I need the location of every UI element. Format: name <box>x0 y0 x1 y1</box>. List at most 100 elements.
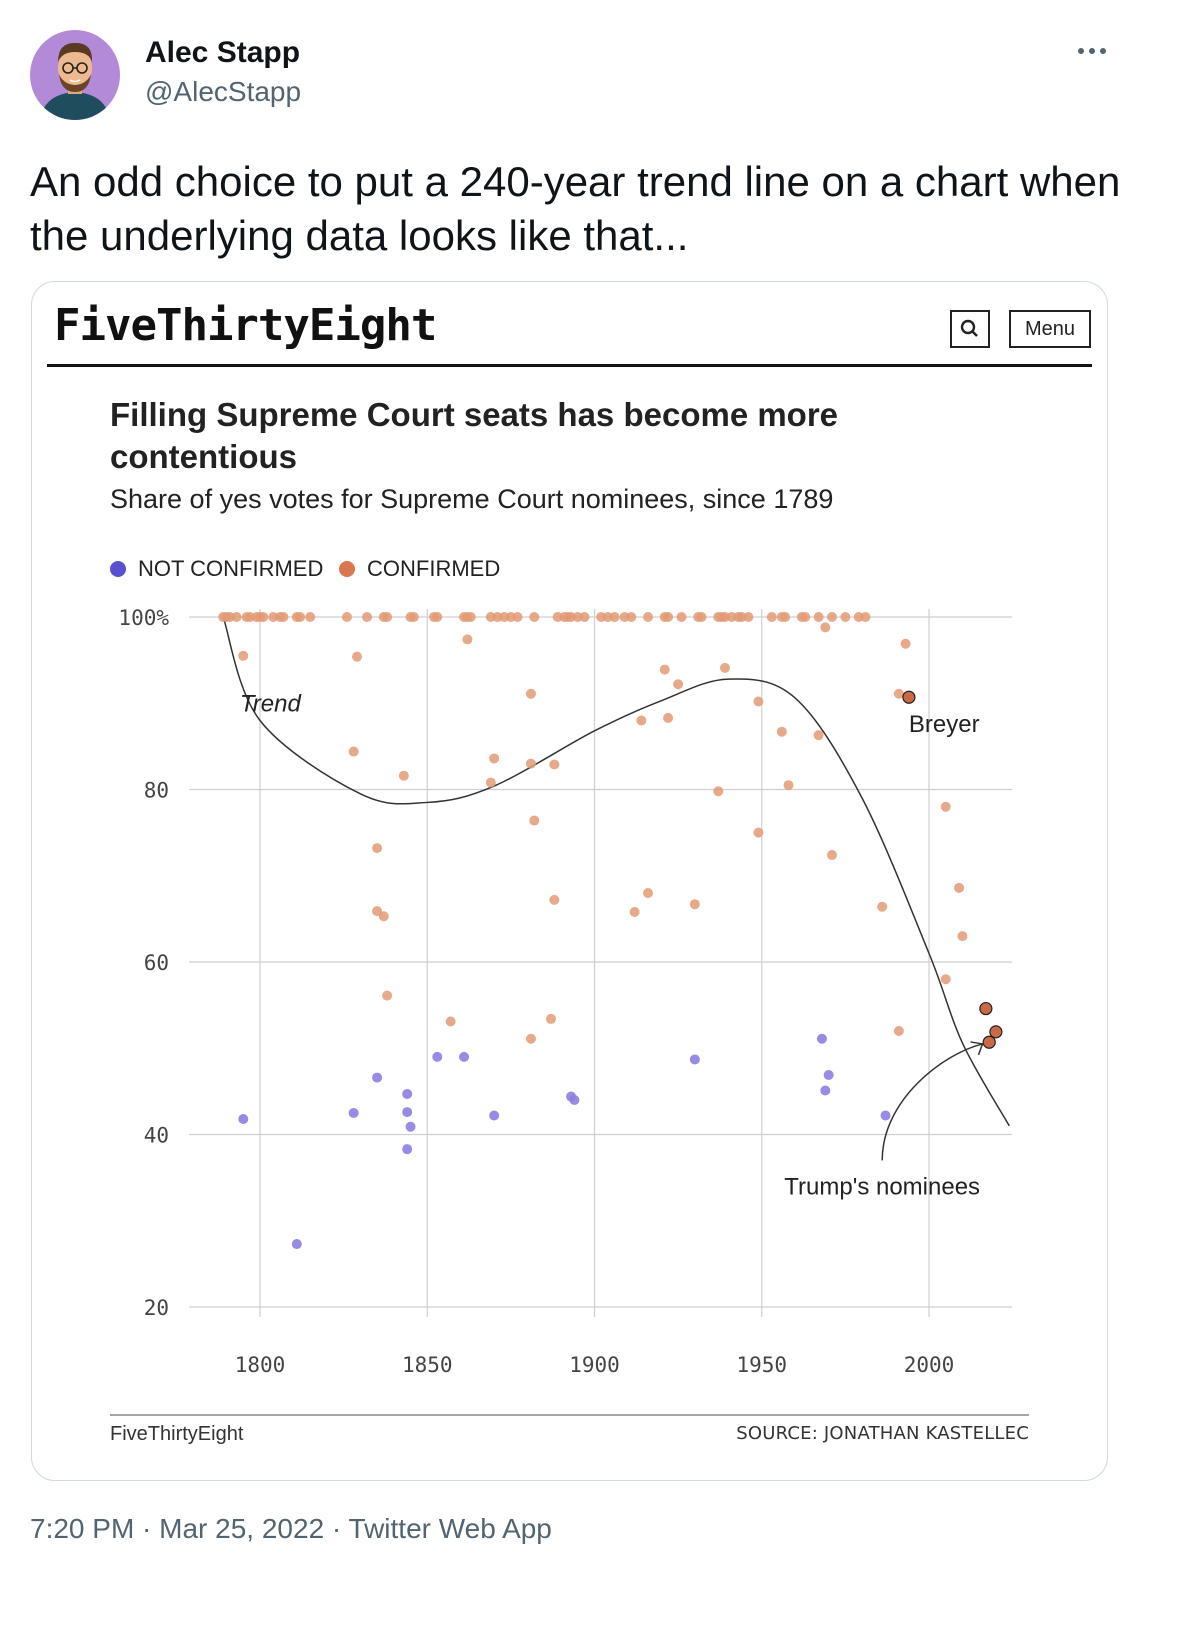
data-point-confirmed <box>659 664 670 675</box>
data-point-confirmed <box>636 715 647 726</box>
trend-line <box>222 616 1010 1127</box>
data-point-confirmed <box>719 662 730 673</box>
user-name[interactable]: Alec Stapp <box>145 36 301 69</box>
y-tick-label: 80 <box>144 779 169 803</box>
data-point-confirmed <box>902 690 916 704</box>
data-point-confirmed <box>979 1001 993 1016</box>
data-point-confirmed <box>626 612 637 622</box>
data-point-confirmed <box>462 634 473 645</box>
data-point-not-confirmed <box>402 1107 413 1118</box>
data-point-confirmed <box>893 688 904 699</box>
data-point-confirmed <box>877 901 888 912</box>
data-point-not-confirmed <box>402 1144 413 1155</box>
footer-source: SOURCE: JONATHAN KASTELLEC <box>736 1423 1029 1444</box>
data-point-confirmed <box>954 882 965 893</box>
data-point-confirmed <box>341 612 352 622</box>
legend-marker-confirmed <box>339 561 355 577</box>
tweet-text: An odd choice to put a 240-year trend li… <box>30 158 1121 259</box>
data-point-not-confirmed <box>238 1113 249 1124</box>
data-point-confirmed <box>382 612 393 622</box>
data-point-confirmed <box>278 612 289 622</box>
data-point-not-confirmed <box>816 1033 827 1044</box>
data-point-confirmed <box>525 1033 536 1044</box>
trumps-nominees-annotation: Trump's nominees <box>784 1173 980 1200</box>
data-point-confirmed <box>826 850 837 861</box>
data-point-confirmed <box>826 612 837 622</box>
data-point-confirmed <box>512 612 523 622</box>
legend-marker-not-confirmed <box>110 561 126 577</box>
data-point-confirmed <box>663 612 674 622</box>
x-tick-label: 1850 <box>402 1353 453 1377</box>
chart-title: Filling Supreme Court seats has become m… <box>110 396 839 475</box>
data-point-confirmed <box>465 612 476 622</box>
data-point-confirmed <box>579 612 590 622</box>
data-point-not-confirmed <box>489 1110 500 1121</box>
data-point-not-confirmed <box>459 1051 470 1062</box>
data-point-confirmed <box>629 906 640 917</box>
data-point-confirmed <box>231 612 242 622</box>
data-point-confirmed <box>800 612 811 622</box>
y-tick-label: 100% <box>118 606 169 630</box>
x-tick-label: 1800 <box>235 1353 286 1377</box>
trend-annotation: Trend <box>240 690 302 717</box>
data-point-confirmed <box>362 612 373 622</box>
data-point-confirmed <box>753 696 764 707</box>
data-point-confirmed <box>525 688 536 699</box>
tweet-timestamp[interactable]: 7:20 PM · Mar 25, 2022 · Twitter Web App <box>30 1513 552 1544</box>
y-tick-label: 20 <box>144 1296 169 1320</box>
annotation-arrowhead <box>970 1041 984 1056</box>
data-point-not-confirmed <box>402 1088 413 1099</box>
data-point-confirmed <box>445 1016 456 1027</box>
footer-brand: FiveThirtyEight <box>110 1423 244 1445</box>
data-point-confirmed <box>989 1025 1003 1039</box>
more-horizontal-icon[interactable] <box>1072 36 1112 66</box>
fivethirtyeight-logo: FiveThirtyEight <box>54 300 437 351</box>
data-point-not-confirmed <box>823 1069 834 1080</box>
x-tick-label: 2000 <box>904 1353 955 1377</box>
avatar[interactable] <box>30 30 120 120</box>
y-tick-label: 60 <box>144 951 169 975</box>
data-point-confirmed <box>398 770 409 781</box>
data-point-not-confirmed <box>569 1095 580 1105</box>
data-point-confirmed <box>860 612 871 622</box>
data-point-confirmed <box>776 726 787 737</box>
data-point-not-confirmed <box>432 1051 443 1062</box>
search-icon <box>960 319 978 337</box>
data-point-confirmed <box>258 612 269 622</box>
data-point-confirmed <box>940 974 951 985</box>
data-point-confirmed <box>348 746 359 757</box>
data-point-confirmed <box>820 622 831 633</box>
data-point-confirmed <box>238 650 249 661</box>
search-button <box>950 310 990 348</box>
data-point-confirmed <box>643 612 654 622</box>
data-point-confirmed <box>893 1026 904 1036</box>
data-point-confirmed <box>489 753 500 764</box>
data-point-not-confirmed <box>880 1110 891 1121</box>
data-point-confirmed <box>673 679 684 690</box>
data-point-not-confirmed <box>291 1239 302 1250</box>
header-rule <box>47 364 1092 367</box>
data-point-confirmed <box>408 612 419 622</box>
data-point-confirmed <box>546 1013 557 1024</box>
user-handle[interactable]: @AlecStapp <box>145 76 302 107</box>
data-point-confirmed <box>766 612 777 622</box>
data-point-confirmed <box>753 827 764 838</box>
data-point-confirmed <box>663 712 674 723</box>
data-point-confirmed <box>957 931 968 942</box>
tweet-image-card[interactable]: FiveThirtyEight Menu Filling Supreme Cou… <box>31 281 1108 1481</box>
data-point-confirmed <box>372 843 383 854</box>
data-point-not-confirmed <box>820 1085 831 1096</box>
data-point-confirmed <box>813 612 824 622</box>
data-point-not-confirmed <box>405 1121 416 1132</box>
data-point-confirmed <box>432 612 443 622</box>
data-point-confirmed <box>689 899 700 910</box>
data-point-confirmed <box>485 777 496 788</box>
data-point-confirmed <box>609 612 620 622</box>
data-point-confirmed <box>713 786 724 797</box>
data-point-confirmed <box>525 758 536 769</box>
data-point-confirmed <box>529 612 540 622</box>
data-point-confirmed <box>840 612 851 622</box>
data-point-confirmed <box>982 1035 996 1049</box>
data-point-confirmed <box>780 612 791 622</box>
data-point-confirmed <box>529 815 540 826</box>
